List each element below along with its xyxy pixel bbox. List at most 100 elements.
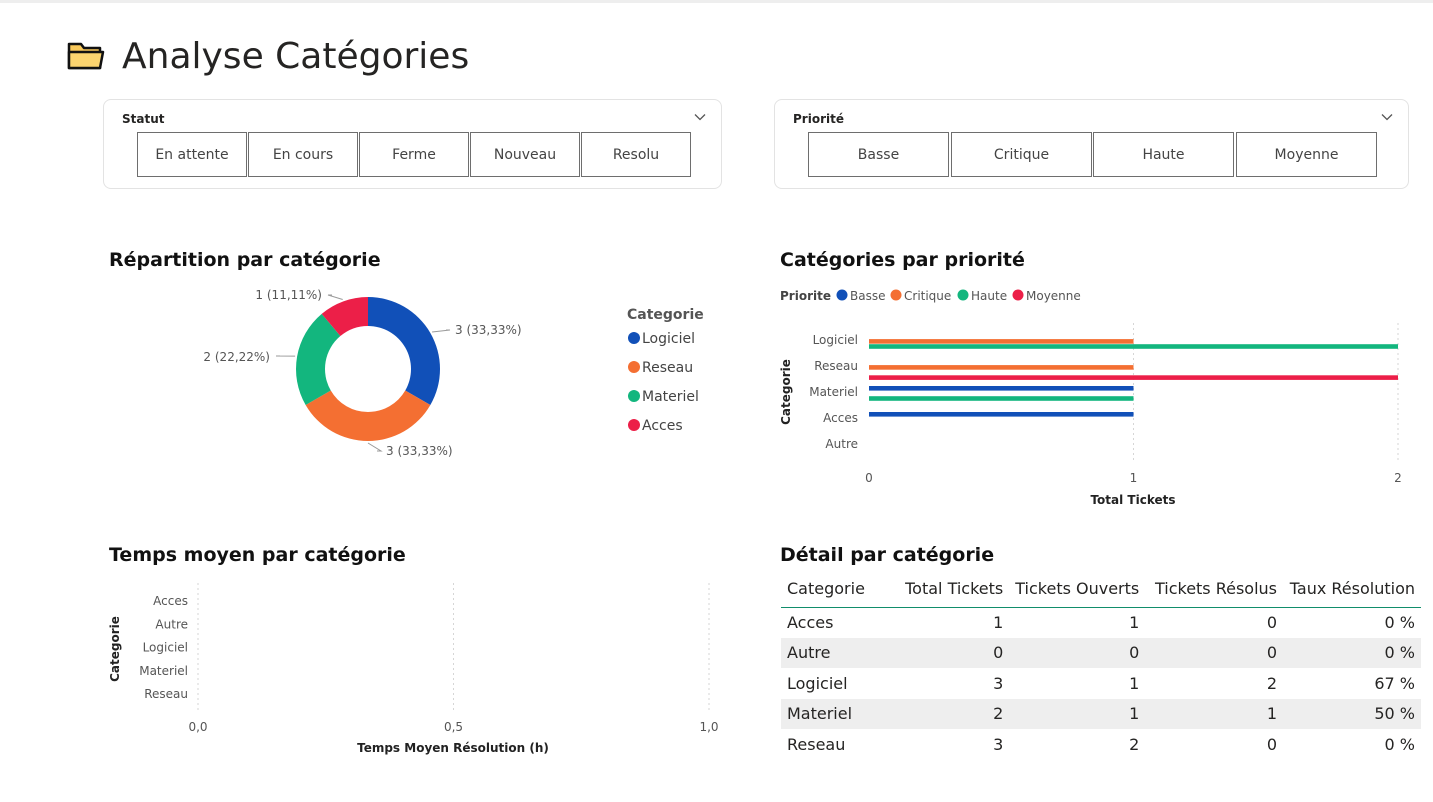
bar-reseau-critique [869,365,1134,370]
donut-leader-line [367,442,383,452]
statut-option-nouveau[interactable]: Nouveau [470,132,580,177]
donut-slice-logiciel [368,297,440,405]
x-tick-label: 1 [1130,471,1138,485]
column-header-taux-resolution[interactable]: Taux Résolution [1289,579,1415,599]
donut-slice-reseau [305,390,431,441]
y-tick-label-acces: Acces [823,411,858,425]
y-tick-label-materiel: Materiel [139,664,188,678]
priorite-option-moyenne[interactable]: Moyenne [1236,132,1377,177]
folder-icon [67,42,105,70]
time-bar-chart-title: Temps moyen par catégorie [109,544,406,566]
y-axis-title: Categorie [108,616,122,682]
column-header-tickets-resolus[interactable]: Tickets Résolus [1154,579,1278,599]
legend-item-moyenne: Moyenne [1026,289,1081,303]
detail-table-title: Détail par catégorie [780,544,995,566]
y-tick-label-autre: Autre [825,437,858,451]
cell-total: 2 [880,698,1010,729]
priorite-option-critique[interactable]: Critique [951,132,1092,177]
y-tick-label-acces: Acces [153,594,188,608]
statut-option-en-attente[interactable]: En attente [137,132,247,177]
legend-dot-reseau [628,361,640,373]
donut-chart-title: Répartition par catégorie [109,249,381,271]
table-row[interactable]: Logiciel 3 1 2 67 % [781,668,1421,699]
bar-reseau-moyenne [869,375,1398,380]
cell-resolus: 0 [1266,734,1278,754]
legend-dot-critique [890,289,902,301]
legend-item-basse: Basse [850,289,885,303]
legend-item-acces: Acces [642,418,683,434]
donut-legend-title: Categorie [627,307,704,323]
cell-resolus: 0 [1266,613,1278,632]
cell-categorie: Autre [781,637,881,668]
priority-legend-title: Priorite [780,289,831,303]
legend-dot-moyenne [1012,289,1024,301]
top-border [0,0,1433,3]
column-header-categorie[interactable]: Categorie [787,579,865,599]
legend-item-materiel: Materiel [642,389,699,405]
detail-table: Categorie Total Tickets Tickets Ouverts … [781,571,1421,760]
cell-total: 1 [993,613,1004,632]
donut-data-label: 3 (33,33%) [386,444,453,458]
cell-taux: 67 % [1374,673,1415,693]
page-title-text: Analyse Catégories [122,35,470,77]
cell-ouverts: 1 [1129,673,1140,693]
cell-ouverts: 1 [1009,698,1146,729]
x-tick-label: 0,5 [444,720,463,734]
y-tick-label-reseau: Reseau [814,359,858,373]
table-row[interactable]: Reseau 3 2 0 0 % [781,729,1421,760]
statut-option-ferme[interactable]: Ferme [359,132,469,177]
y-tick-label-logiciel: Logiciel [143,641,188,655]
y-tick-label-autre: Autre [155,617,188,631]
priority-bar-chart-title: Catégories par priorité [780,249,1025,271]
priorite-option-basse[interactable]: Basse [808,132,949,177]
cell-resolus: 2 [1266,673,1278,693]
x-tick-label: 2 [1394,471,1402,485]
table-row[interactable]: Autre 0 0 0 0 % [781,637,1421,668]
bar-materiel-basse [869,386,1134,391]
legend-dot-basse [836,289,848,301]
donut-leader-line [432,329,451,333]
legend-dot-materiel [628,390,640,402]
chevron-down-icon[interactable] [693,110,707,124]
statut-option-resolu[interactable]: Resolu [581,132,691,177]
legend-item-logiciel: Logiciel [642,331,695,347]
priorite-slicer-label: Priorité [793,112,844,126]
cell-ouverts: 2 [1129,734,1140,754]
column-header-total-tickets[interactable]: Total Tickets [905,579,1004,599]
table-row[interactable]: Acces 1 1 0 0 % [781,607,1421,638]
cell-taux: 0 % [1384,734,1415,754]
cell-resolus: 1 [1145,698,1284,729]
cell-total: 0 [880,637,1010,668]
cell-total: 3 [993,673,1004,693]
legend-dot-haute [957,289,969,301]
y-tick-label-logiciel: Logiciel [813,333,858,347]
donut-data-label: 2 (22,22%) [203,350,270,364]
legend-dot-logiciel [628,332,640,344]
legend-item-critique: Critique [904,289,951,303]
legend-dot-acces [628,419,640,431]
bar-materiel-haute [869,396,1134,401]
statut-option-en-cours[interactable]: En cours [248,132,358,177]
cell-categorie: Reseau [787,734,846,754]
legend-item-reseau: Reseau [642,360,693,376]
cell-total: 3 [993,734,1004,754]
donut-data-label: 1 (11,11%) [255,288,322,302]
donut-leader-line [327,294,343,300]
chevron-down-icon[interactable] [1380,110,1394,124]
column-header-tickets-ouverts[interactable]: Tickets Ouverts [1015,579,1140,599]
table-row[interactable]: Materiel 2 1 1 50 % [781,698,1421,729]
bar-logiciel-critique [869,339,1134,344]
x-tick-label: 0 [865,471,873,485]
cell-categorie: Materiel [781,698,881,729]
priorite-option-haute[interactable]: Haute [1093,132,1234,177]
x-tick-label: 1,0 [699,720,718,734]
cell-taux: 0 % [1283,637,1421,668]
legend-item-haute: Haute [971,289,1007,303]
y-tick-label-reseau: Reseau [144,687,188,701]
cell-ouverts: 0 [1009,637,1146,668]
bar-acces-basse [869,412,1134,417]
donut-slice-acces [321,297,368,337]
x-axis-title: Temps Moyen Résolution (h) [357,741,549,755]
cell-categorie: Logiciel [787,673,848,693]
